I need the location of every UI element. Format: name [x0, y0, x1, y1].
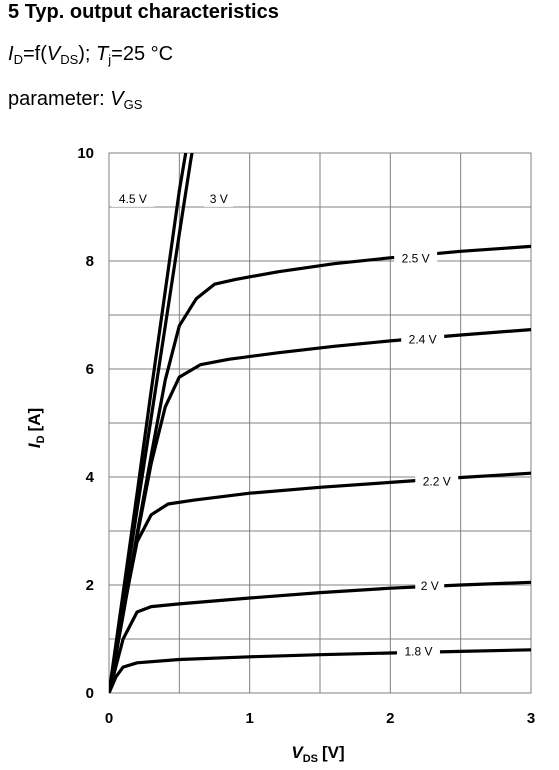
- curve-label-text: 2.5 V: [402, 251, 430, 265]
- y-tick-label: 6: [86, 361, 94, 378]
- chart-title: 5 Typ. output characteristics: [8, 1, 279, 23]
- curve-label-text: 2.4 V: [409, 332, 437, 346]
- curve-labels: 4.5 V 3 V 2.5 V 2.4 V 2.2 V 2 V 1.8 V: [111, 190, 459, 660]
- curve-2-2v: [109, 471, 531, 693]
- y-tick-label: 2: [86, 577, 94, 594]
- curve-label: 2.4 V: [401, 331, 445, 348]
- curve-label-text: 4.5 V: [119, 192, 147, 206]
- curve-label-background: [204, 190, 234, 207]
- curve-label-background: [111, 190, 155, 207]
- curve-label-text: 2 V: [421, 579, 439, 593]
- curves: [109, 153, 531, 693]
- x-tick-label: 1: [245, 710, 253, 727]
- x-axis-label: VDS [V]: [291, 743, 344, 765]
- y-axis-label: ID[A]: [25, 408, 47, 448]
- curve-label: 2 V: [415, 578, 445, 595]
- curve-3v: [109, 153, 194, 693]
- curve-2-4v: [109, 328, 531, 693]
- curve-label-text: 3 V: [210, 192, 228, 206]
- y-tick-label: 8: [86, 253, 94, 270]
- y-tick-label: 4: [86, 469, 95, 486]
- x-tick-label: 3: [527, 710, 535, 727]
- function-line: ID=f(VDS); Tj=25 °C: [8, 43, 174, 67]
- curve-label-background: [394, 250, 438, 267]
- y-tick-label: 10: [77, 145, 94, 162]
- curve-label: 4.5 V: [111, 190, 155, 207]
- curve-label-background: [401, 331, 445, 348]
- x-tick-labels: 0 1 2 3: [105, 710, 535, 727]
- curve-label: 3 V: [204, 190, 234, 207]
- y-tick-labels: 0 2 4 6 8 10: [77, 145, 94, 702]
- curve-label-background: [415, 473, 459, 490]
- curve-label-background: [415, 578, 445, 595]
- x-tick-label: 0: [105, 710, 113, 727]
- curve-label-text: 2.2 V: [423, 474, 451, 488]
- curve-label: 2.5 V: [394, 250, 438, 267]
- x-tick-label: 2: [386, 710, 394, 727]
- y-tick-label: 0: [86, 685, 94, 702]
- curve-label-background: [396, 643, 440, 660]
- curve-label: 2.2 V: [415, 473, 459, 490]
- parameter-line: parameter: VGS: [8, 88, 143, 112]
- plot-frame: [108, 152, 532, 694]
- curve-label-text: 1.8 V: [404, 644, 432, 658]
- curve-label: 1.8 V: [396, 643, 440, 660]
